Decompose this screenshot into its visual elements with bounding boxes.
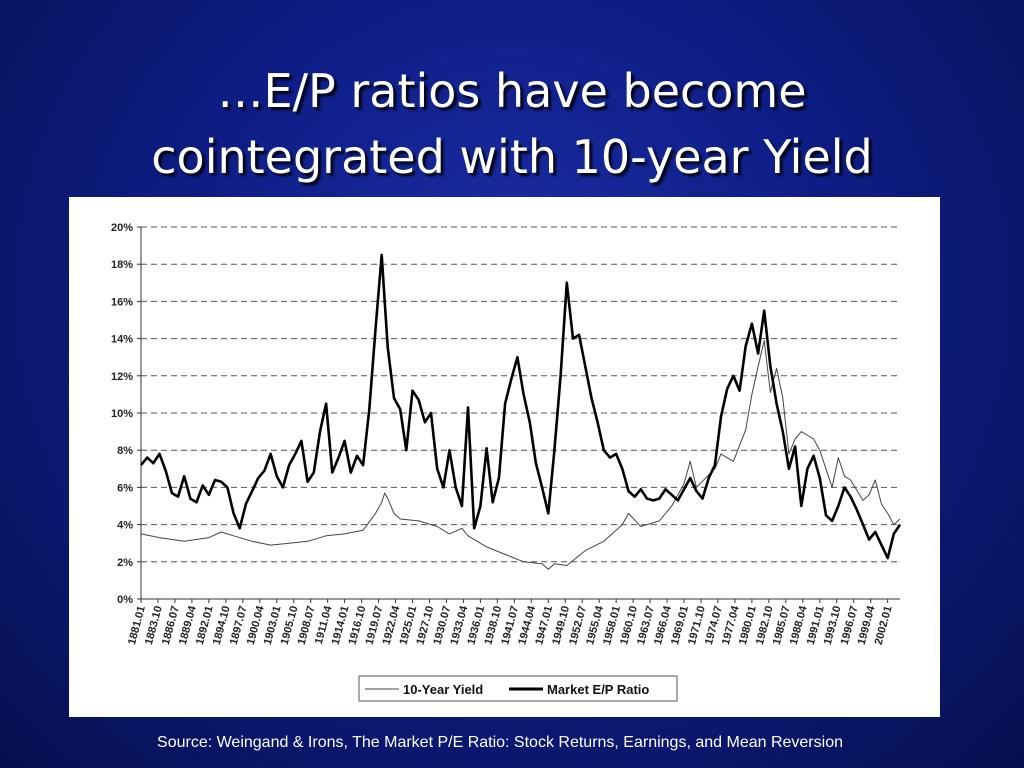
- series-line-market-ep-ratio: [139, 253, 902, 560]
- y-tick-label: 14%: [111, 334, 133, 346]
- series-lines: [139, 253, 902, 570]
- y-tick-label: 18%: [111, 259, 133, 271]
- y-tick-label: 16%: [111, 296, 133, 308]
- grid-lines: [141, 226, 900, 563]
- legend-label-yield: 10-Year Yield: [403, 682, 483, 697]
- axes: [137, 226, 900, 603]
- chart-panel: 0% 2% 4% 6% 8% 10% 12% 14% 16% 18% 20% 1881.01 1883…: [69, 197, 940, 717]
- y-tick-label: 4%: [117, 520, 133, 532]
- legend-label-ep: Market E/P Ratio: [547, 682, 649, 697]
- legend-box: [358, 675, 678, 702]
- y-tick-label: 0%: [117, 594, 133, 606]
- x-tick-labels: 1881.011883.101886.071889.041892.011894.…: [126, 604, 895, 646]
- y-tick-labels: 0% 2% 4% 6% 8% 10% 12% 14% 16% 18% 20%: [111, 222, 133, 606]
- line-chart: 0% 2% 4% 6% 8% 10% 12% 14% 16% 18% 20% 1881.011883…: [111, 222, 902, 702]
- y-tick-label: 6%: [117, 482, 133, 494]
- slide-title-line-2: cointegrated with 10-year Yield: [151, 130, 873, 184]
- source-citation: Source: Weingand & Irons, The Market P/E…: [157, 734, 843, 751]
- y-tick-label: 10%: [111, 408, 133, 420]
- y-tick-label: 2%: [117, 557, 133, 569]
- slide-title-line-1: …E/P ratios have become: [217, 64, 807, 118]
- y-tick-label: 12%: [111, 371, 133, 383]
- y-tick-label: 8%: [117, 445, 133, 457]
- legend: 10-Year Yield Market E/P Ratio: [358, 675, 678, 702]
- y-tick-label: 20%: [111, 222, 133, 234]
- slide-title: …E/P ratios have become cointegrated wit…: [0, 58, 1024, 190]
- series-line-10-year-yield: [140, 340, 901, 570]
